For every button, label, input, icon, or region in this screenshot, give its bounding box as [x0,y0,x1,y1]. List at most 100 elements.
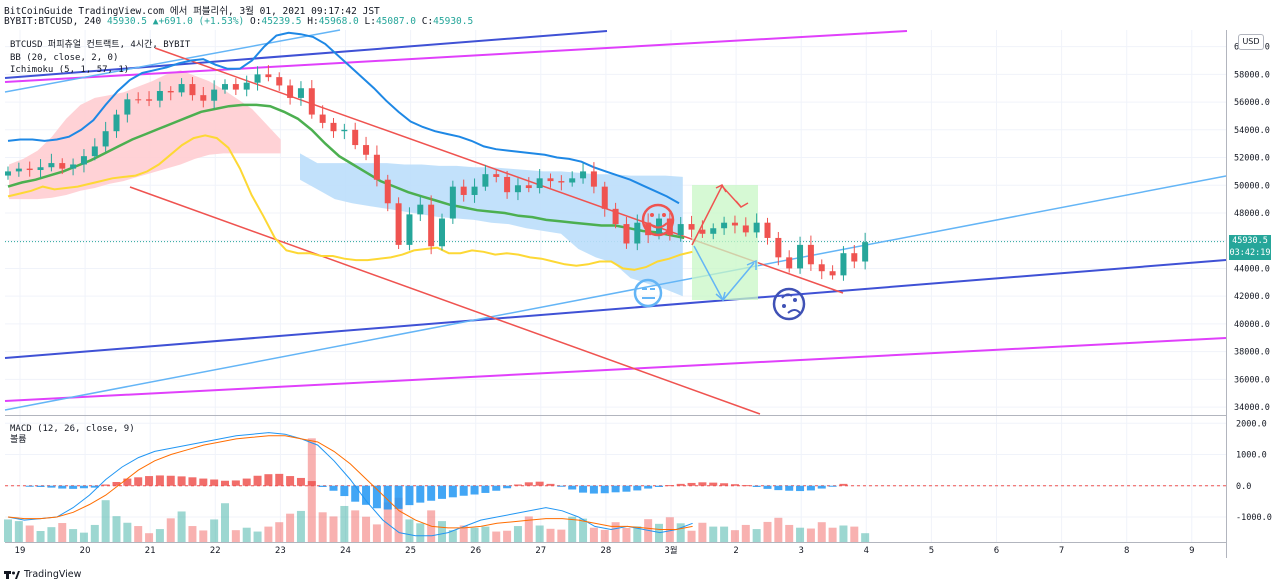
open-label: O: [250,16,262,27]
candle-body [590,171,597,187]
volume-bar [47,527,56,542]
candle-body [645,222,652,236]
volume-bar [188,526,197,542]
time-tick-label: 6 [994,546,999,556]
volume-bar [752,529,761,542]
volume-bar [785,524,794,542]
candle-body [428,204,435,247]
candle-body [612,208,619,225]
volume-bar [199,530,208,542]
trendline [4,337,1227,402]
macd-histogram-bar [427,485,436,501]
volume-bar [329,516,338,542]
macd-histogram-bar [210,479,219,486]
price-tick-label: 48000.0 [1234,209,1270,219]
candle-body [59,163,66,169]
bb-legend[interactable]: BB (20, close, 2, 0) [10,52,119,63]
macd-histogram-bar [448,485,457,498]
macd-histogram-bar [774,485,783,491]
macd-histogram-bar [58,485,67,489]
time-tick-label: 19 [15,546,26,556]
volume-bar [546,528,555,542]
volume-bar [25,525,34,542]
high-label: H: [307,16,319,27]
macd-histogram-bar [416,485,425,503]
candle-body [48,163,55,168]
macd-histogram-bar [817,485,826,489]
volume-bar [459,525,468,542]
time-tick-label: 21 [145,546,156,556]
projection-box [691,184,758,302]
macd-histogram-bar [145,476,154,486]
face-eye [782,304,786,308]
candle-body [634,222,641,244]
face-eye [662,213,666,217]
candle-body [851,253,858,262]
candle-body [276,77,283,86]
volume-bar [145,533,154,542]
price-tick-label: 40000.0 [1234,320,1270,330]
candle-body [287,85,294,98]
macd-panel: 2000.0 1000.0 0.0 -1000.0 [4,419,1272,542]
volume-label[interactable]: 볼륨 [10,435,27,445]
macd-histogram-bar [383,485,392,510]
time-tick-label: 20 [80,546,91,556]
candle-body [70,164,77,169]
close-value: 45930.5 [433,16,474,27]
face-mouth [787,309,801,314]
time-tick-label: 2 [733,546,738,556]
macd-histogram-bar [112,482,121,486]
volume-bar [416,523,425,542]
candle-body [547,178,554,182]
macd-histogram-bar [600,485,609,494]
macd-histogram-bar [101,484,110,486]
volume-bar [839,525,848,542]
macd-histogram-bar [459,485,468,496]
macd-tick-label: -1000.0 [1236,513,1272,523]
candle-body [417,204,424,215]
time-tick-label: 3월 [664,545,677,556]
volume-bar [101,500,110,542]
candle-body [807,244,814,265]
face-brow [781,293,793,299]
candle-body [721,222,728,229]
macd-label[interactable]: MACD (12, 26, close, 9) [10,424,135,434]
volume-bar [709,526,718,542]
indicator-legend: BTCUSD 퍼피츄얼 컨트랙트, 4시간, BYBIT BB (20, clo… [10,39,190,77]
face-eye [793,298,797,302]
macd-histogram-bar [318,485,327,487]
ichimoku-legend[interactable]: Ichimoku (5, 1, 57, 1) [10,65,130,75]
time-tick-label: 7 [1059,546,1064,556]
trendline [4,259,1227,359]
macd-histogram-bar [546,483,555,486]
volume-bar [622,527,631,542]
footer-brand[interactable]: TradingView [24,569,82,580]
macd-histogram-bar [730,484,739,486]
macd-histogram-bar [372,485,381,509]
macd-histogram-bar [253,475,262,486]
candles [5,65,869,281]
time-tick-label: 3 [798,546,803,556]
candle-body [156,90,163,101]
price-tick-label: 36000.0 [1234,375,1270,385]
macd-legend: MACD (12, 26, close, 9) 볼륨 [10,424,135,446]
candle-body [731,222,738,226]
volume-bar [568,516,577,542]
candle-body [373,154,380,180]
price-tag-value: 45930.5 [1232,236,1268,246]
time-tick-label: 28 [600,546,611,556]
candle-body [753,222,760,233]
currency-button[interactable]: USD [1238,34,1264,50]
chart-title[interactable]: BTCUSD 퍼피츄얼 컨트랙트, 4시간, BYBIT [10,40,191,50]
volume-bar [861,533,870,542]
volume-bar [166,518,175,542]
time-tick-label: 26 [470,546,481,556]
macd-histogram-bar [720,483,729,486]
candle-body [580,171,587,179]
arrowhead-icon [746,259,757,270]
candle-body [677,224,684,236]
macd-histogram-bar [351,485,360,502]
volume-bar [69,529,78,542]
volume-bar [155,529,164,542]
